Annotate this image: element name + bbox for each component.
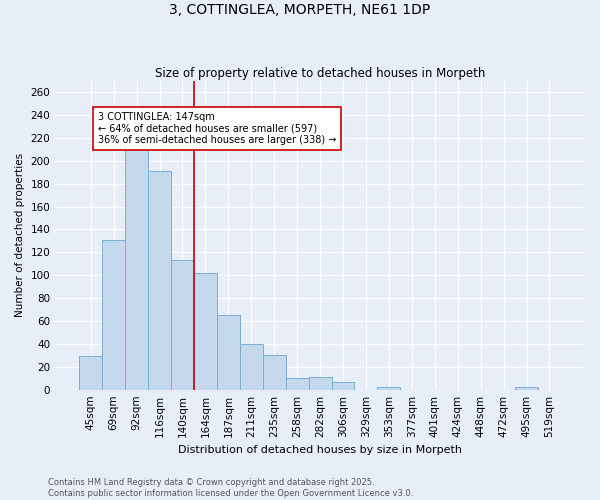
Bar <box>194 273 217 390</box>
Bar <box>125 150 148 390</box>
Bar <box>332 382 355 390</box>
X-axis label: Distribution of detached houses by size in Morpeth: Distribution of detached houses by size … <box>178 445 462 455</box>
Bar <box>102 240 125 390</box>
Text: 3 COTTINGLEA: 147sqm
← 64% of detached houses are smaller (597)
36% of semi-deta: 3 COTTINGLEA: 147sqm ← 64% of detached h… <box>98 112 336 145</box>
Bar <box>240 344 263 390</box>
Text: 3, COTTINGLEA, MORPETH, NE61 1DP: 3, COTTINGLEA, MORPETH, NE61 1DP <box>169 2 431 16</box>
Title: Size of property relative to detached houses in Morpeth: Size of property relative to detached ho… <box>155 66 485 80</box>
Bar <box>263 356 286 390</box>
Y-axis label: Number of detached properties: Number of detached properties <box>15 153 25 317</box>
Bar <box>171 260 194 390</box>
Bar <box>148 171 171 390</box>
Bar <box>79 356 102 390</box>
Bar <box>286 378 308 390</box>
Bar <box>308 377 332 390</box>
Bar <box>515 388 538 390</box>
Text: Contains HM Land Registry data © Crown copyright and database right 2025.
Contai: Contains HM Land Registry data © Crown c… <box>48 478 413 498</box>
Bar <box>217 316 240 390</box>
Bar <box>377 388 400 390</box>
